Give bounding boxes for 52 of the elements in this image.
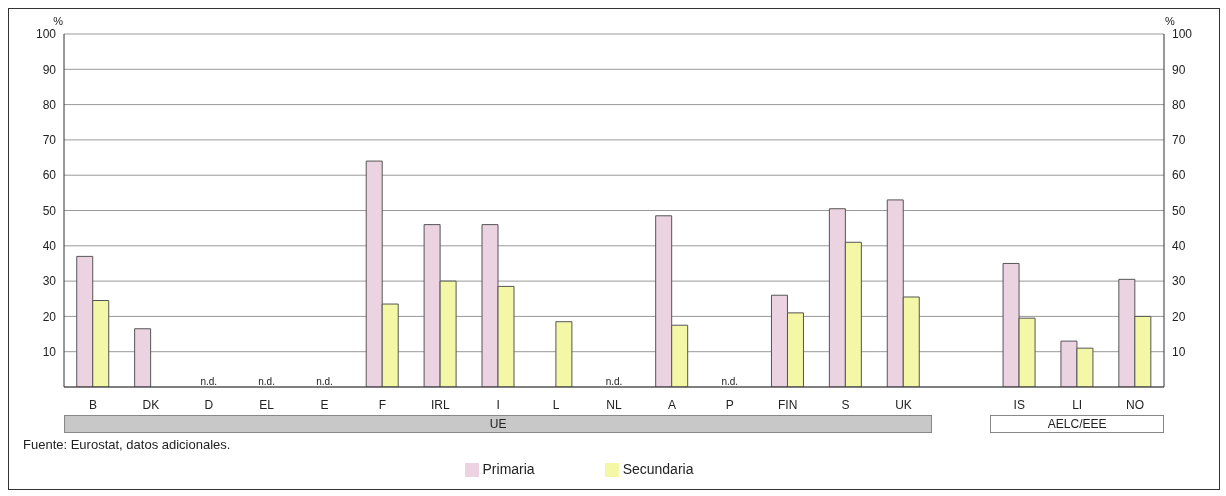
source-note: Fuente: Eurostat, datos adicionales. [23, 437, 231, 452]
y-tick-label: 90 [42, 62, 57, 77]
text: n.d. [258, 376, 275, 387]
x-tick-label: DK [142, 398, 160, 412]
x-tick-label: L [552, 398, 560, 412]
x-tick-label: I [496, 398, 500, 412]
y-tick-label: 70 [42, 133, 57, 148]
y2-tick-label: 70 [1172, 133, 1186, 148]
x-tick-label: B [88, 398, 97, 412]
y-tick-label: 100 [35, 27, 57, 42]
y2-tick-label: 30 [1172, 274, 1186, 289]
bar [134, 328, 152, 387]
bar [555, 321, 573, 387]
text: UE [64, 415, 933, 433]
y-tick-label: 20 [42, 309, 57, 324]
text: n.d. [316, 376, 333, 387]
text: n.d. [721, 376, 739, 387]
y2-tick-label: 50 [1172, 203, 1186, 218]
y-tick-label: 10 [42, 344, 57, 359]
x-tick-label: P [725, 398, 734, 412]
x-tick-label: UK [895, 398, 912, 412]
y2-tick-label: 100 [1172, 27, 1193, 42]
y-tick-label: 60 [42, 168, 57, 183]
x-tick-label: A [667, 398, 676, 412]
y2-tick-label: 60 [1172, 168, 1186, 183]
y2-tick-label: 90 [1172, 62, 1186, 77]
x-tick-label: S [841, 398, 850, 412]
text: n.d. [200, 376, 218, 387]
text: AELC/EEE [990, 415, 1164, 433]
y2-tick-label: 40 [1172, 239, 1186, 254]
x-tick-label: IS [1013, 398, 1025, 412]
y-tick-label: 80 [42, 97, 57, 112]
text: n.d. [605, 376, 623, 387]
y-tick-label: 30 [42, 274, 57, 289]
x-tick-label: EL [259, 398, 275, 412]
legend-label: Primaria [482, 461, 535, 477]
x-tick-label: FIN [778, 398, 798, 412]
x-tick-label: NL [606, 398, 622, 412]
x-tick-label: IRL [430, 398, 450, 412]
x-tick-label: NO [1126, 398, 1145, 412]
y2-tick-label: 80 [1172, 97, 1186, 112]
x-tick-label: D [204, 398, 214, 412]
y-axis-title: % [53, 14, 64, 27]
x-tick-label: F [378, 398, 387, 412]
y-tick-label: 40 [42, 239, 57, 254]
y-tick-label: 50 [42, 203, 57, 218]
y2-axis-title: % [1165, 14, 1175, 27]
x-tick-label: LI [1072, 398, 1083, 412]
x-tick-label: E [320, 398, 329, 412]
y2-tick-label: 20 [1172, 309, 1186, 324]
y2-tick-label: 10 [1172, 344, 1186, 359]
legend-label: Secundaria [622, 461, 694, 477]
